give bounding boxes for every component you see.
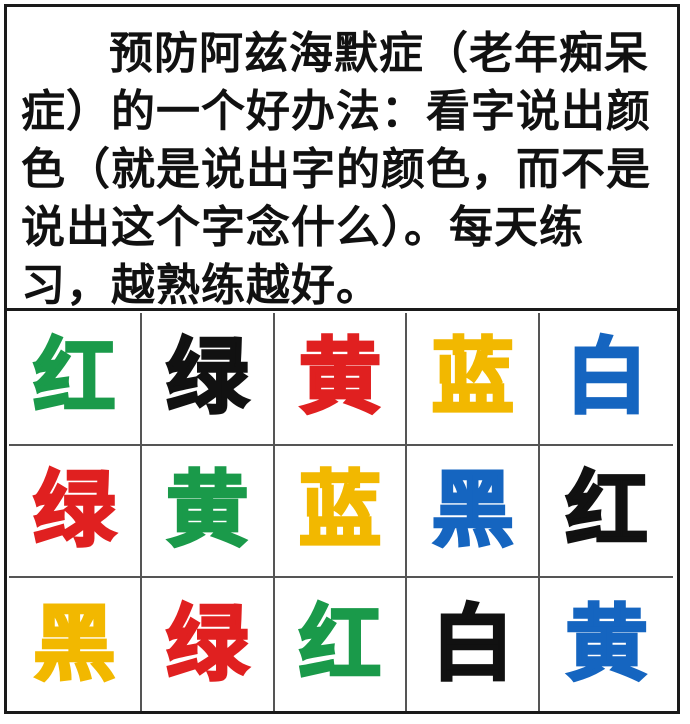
grid-cell: 蓝 xyxy=(407,313,541,446)
color-word: 黑 xyxy=(32,596,117,692)
grid-cell: 黄 xyxy=(141,445,275,579)
color-word-grid: 红 绿 黄 蓝 白 绿 黄 蓝 黑 红 黑 绿 红 白 黄 xyxy=(9,313,673,711)
grid-cell: 白 xyxy=(407,578,541,711)
color-word: 蓝 xyxy=(430,330,515,426)
color-word: 黄 xyxy=(165,462,250,558)
grid-cell: 黑 xyxy=(407,445,541,579)
grid-cell: 黄 xyxy=(540,578,673,711)
color-word: 黄 xyxy=(297,330,382,426)
color-word: 黄 xyxy=(564,596,649,692)
grid-cell: 黑 xyxy=(9,578,142,711)
grid-cell: 绿 xyxy=(141,313,275,446)
color-word: 蓝 xyxy=(297,462,382,558)
color-word: 白 xyxy=(564,330,649,426)
stroop-card: 预防阿兹海默症（老年痴呆症）的一个好办法：看字说出颜色（就是说出字的颜色，而不是… xyxy=(4,4,680,714)
instructions-text: 预防阿兹海默症（老年痴呆症）的一个好办法：看字说出颜色（就是说出字的颜色，而不是… xyxy=(7,7,677,311)
color-word: 白 xyxy=(430,596,515,692)
color-word: 黑 xyxy=(430,462,515,558)
color-word: 绿 xyxy=(165,330,250,426)
grid-cell: 蓝 xyxy=(274,445,408,579)
grid-cell: 绿 xyxy=(141,578,275,711)
grid-cell: 红 xyxy=(274,578,408,711)
grid-cell: 红 xyxy=(540,445,673,579)
color-word: 红 xyxy=(297,596,382,692)
color-word: 绿 xyxy=(32,462,117,558)
grid-cell: 红 xyxy=(9,313,142,446)
color-word: 绿 xyxy=(165,596,250,692)
color-word: 红 xyxy=(32,330,117,426)
grid-cell: 绿 xyxy=(9,445,142,579)
color-word: 红 xyxy=(564,462,649,558)
grid-cell: 白 xyxy=(540,313,673,446)
grid-cell: 黄 xyxy=(274,313,408,446)
